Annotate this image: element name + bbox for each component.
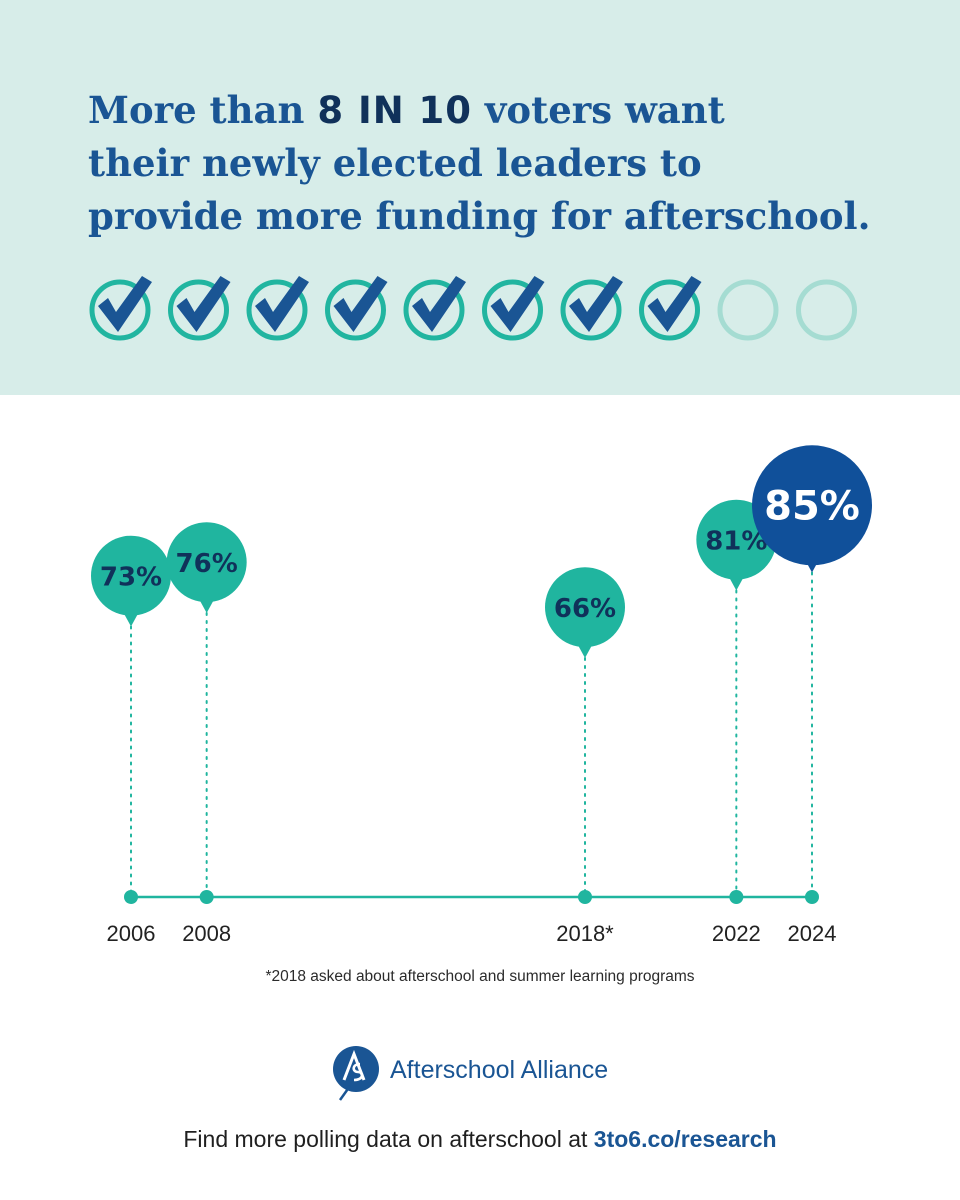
- checked-circle-icon: [89, 276, 152, 341]
- checkmark-row: [89, 276, 857, 341]
- checkmark-icon: [98, 276, 152, 332]
- empty-circle-icon: [796, 279, 857, 341]
- checked-circle-icon: [325, 276, 388, 341]
- afterschool-alliance-logo[interactable]: Afterschool Alliance: [330, 1042, 650, 1104]
- headline-text: voters want: [472, 88, 725, 132]
- headline: More than 8 IN 10 voters want their newl…: [88, 84, 928, 243]
- checkmark-icon: [647, 276, 702, 332]
- header-panel: More than 8 IN 10 voters want their newl…: [0, 0, 960, 395]
- logo-wordmark: Afterschool Alliance: [390, 1056, 609, 1084]
- headline-text: More than: [88, 88, 318, 132]
- checked-circle-icon: [168, 276, 231, 341]
- data-point-2008: 76% 2008: [166, 522, 247, 946]
- timeline-dot: [805, 890, 819, 904]
- value-bubble: [752, 445, 872, 573]
- data-point-2006: 73% 2006: [91, 535, 171, 946]
- value-bubble: [545, 567, 625, 658]
- research-link[interactable]: 3to6.co/research: [593, 1126, 777, 1152]
- data-point-2024: 85% 2024: [752, 445, 872, 946]
- timeline-dot: [199, 890, 214, 904]
- chart-svg: 73% 2006 76% 2008 66% 2018* 81% 2022 85% 2024: [91, 445, 872, 946]
- headline-line-2: their newly elected leaders to: [88, 141, 702, 185]
- footer-cta: Find more polling data on afterschool at…: [0, 1126, 960, 1153]
- checked-circle-icon: [639, 276, 702, 341]
- data-label: 81%: [705, 527, 767, 557]
- checked-circle-icon: [246, 276, 309, 341]
- headline-line-1: More than 8 IN 10 voters want: [88, 84, 928, 137]
- empty-circle-icon: [717, 279, 779, 341]
- checkmark-icon: [569, 276, 623, 332]
- checkmark-icon: [490, 276, 545, 332]
- headline-line-3: provide more funding for afterschool.: [88, 194, 871, 238]
- data-label: 85%: [764, 483, 860, 529]
- checked-circle-icon: [560, 276, 623, 341]
- checkmark-icon: [412, 276, 466, 332]
- year-label: 2008: [182, 921, 231, 946]
- data-point-2018: 66% 2018*: [545, 567, 625, 946]
- checkmark-icon: [255, 276, 309, 332]
- poll-timeline-chart: 73% 2006 76% 2008 66% 2018* 81% 2022 85% 2024: [0, 395, 960, 1015]
- logo-mark-icon: [333, 1046, 379, 1101]
- data-point-2022: 81% 2022: [696, 499, 777, 946]
- data-label: 73%: [100, 563, 162, 593]
- timeline-dot: [124, 890, 138, 904]
- footnote: *2018 asked about afterschool and summer…: [265, 968, 695, 985]
- timeline-dot: [578, 890, 592, 904]
- headline-highlight: 8 IN 10: [317, 89, 473, 132]
- year-label: 2018*: [556, 921, 614, 946]
- year-label: 2006: [107, 921, 156, 946]
- checked-circle-icon: [403, 276, 466, 341]
- year-label: 2024: [788, 921, 837, 946]
- checked-circle-icon: [482, 276, 545, 341]
- data-label: 76%: [176, 549, 238, 579]
- footer-text: Find more polling data on afterschool at: [183, 1126, 594, 1152]
- checkmark-icon: [176, 276, 231, 332]
- year-label: 2022: [712, 921, 761, 946]
- value-bubble: [166, 522, 247, 613]
- checkmark-icon: [333, 276, 388, 332]
- data-label: 66%: [554, 594, 616, 624]
- timeline-dot: [729, 890, 744, 904]
- value-bubble: [91, 535, 171, 627]
